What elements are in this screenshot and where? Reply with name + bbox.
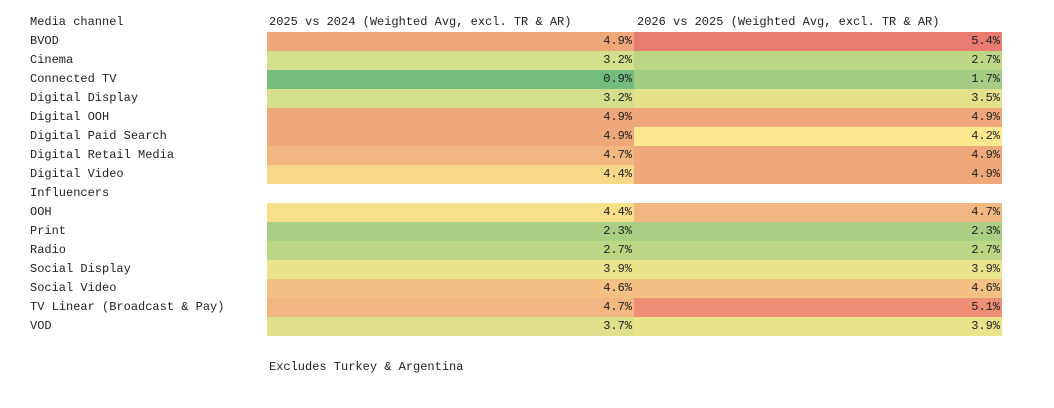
value-cell: 4.4%	[267, 165, 634, 184]
value-cell: 4.6%	[634, 279, 1002, 298]
value-cell: 4.9%	[634, 146, 1002, 165]
value-cell: 3.9%	[634, 317, 1002, 336]
footnote: Excludes Turkey & Argentina	[269, 360, 464, 374]
row-label: Cinema	[30, 53, 74, 67]
value-cell: 3.7%	[267, 317, 634, 336]
value-cell: 2.7%	[267, 241, 634, 260]
value-cell: 5.1%	[634, 298, 1002, 317]
column-header: 2025 vs 2024 (Weighted Avg, excl. TR & A…	[269, 15, 572, 29]
row-label: TV Linear (Broadcast & Pay)	[30, 300, 225, 314]
row-label: Digital Retail Media	[30, 148, 175, 162]
value-cell: 4.7%	[267, 146, 634, 165]
row-label: Social Display	[30, 262, 131, 276]
row-label: Digital Paid Search	[30, 129, 167, 143]
value-cell: 5.4%	[634, 32, 1002, 51]
value-cell: 4.9%	[267, 127, 634, 146]
row-label: VOD	[30, 319, 52, 333]
value-cell: 3.2%	[267, 89, 634, 108]
value-cell: 4.9%	[267, 32, 634, 51]
column-header: Media channel	[30, 15, 124, 29]
value-cell: 4.7%	[267, 298, 634, 317]
row-label: Digital Video	[30, 167, 124, 181]
row-label: Print	[30, 224, 67, 238]
value-cell: 4.2%	[634, 127, 1002, 146]
value-cell: 2.3%	[634, 222, 1002, 241]
value-cell: 3.9%	[634, 260, 1002, 279]
value-cell: 1.7%	[634, 70, 1002, 89]
value-cell: 4.9%	[634, 165, 1002, 184]
row-label: Influencers	[30, 186, 110, 200]
value-cell: 2.7%	[634, 241, 1002, 260]
value-cell: 3.5%	[634, 89, 1002, 108]
row-label: BVOD	[30, 34, 59, 48]
column-header: 2026 vs 2025 (Weighted Avg, excl. TR & A…	[637, 15, 940, 29]
row-label: Social Video	[30, 281, 117, 295]
value-cell: 4.9%	[634, 108, 1002, 127]
row-label: Digital Display	[30, 91, 139, 105]
value-cell: 0.9%	[267, 70, 634, 89]
value-cell: 4.4%	[267, 203, 634, 222]
row-label: Connected TV	[30, 72, 117, 86]
value-cell: 3.9%	[267, 260, 634, 279]
row-label: Radio	[30, 243, 67, 257]
row-label: Digital OOH	[30, 110, 110, 124]
value-cell: 4.6%	[267, 279, 634, 298]
row-label: OOH	[30, 205, 52, 219]
value-cell: 2.7%	[634, 51, 1002, 70]
value-cell: 3.2%	[267, 51, 634, 70]
value-cell: 4.7%	[634, 203, 1002, 222]
value-cell: 2.3%	[267, 222, 634, 241]
value-cell: 4.9%	[267, 108, 634, 127]
